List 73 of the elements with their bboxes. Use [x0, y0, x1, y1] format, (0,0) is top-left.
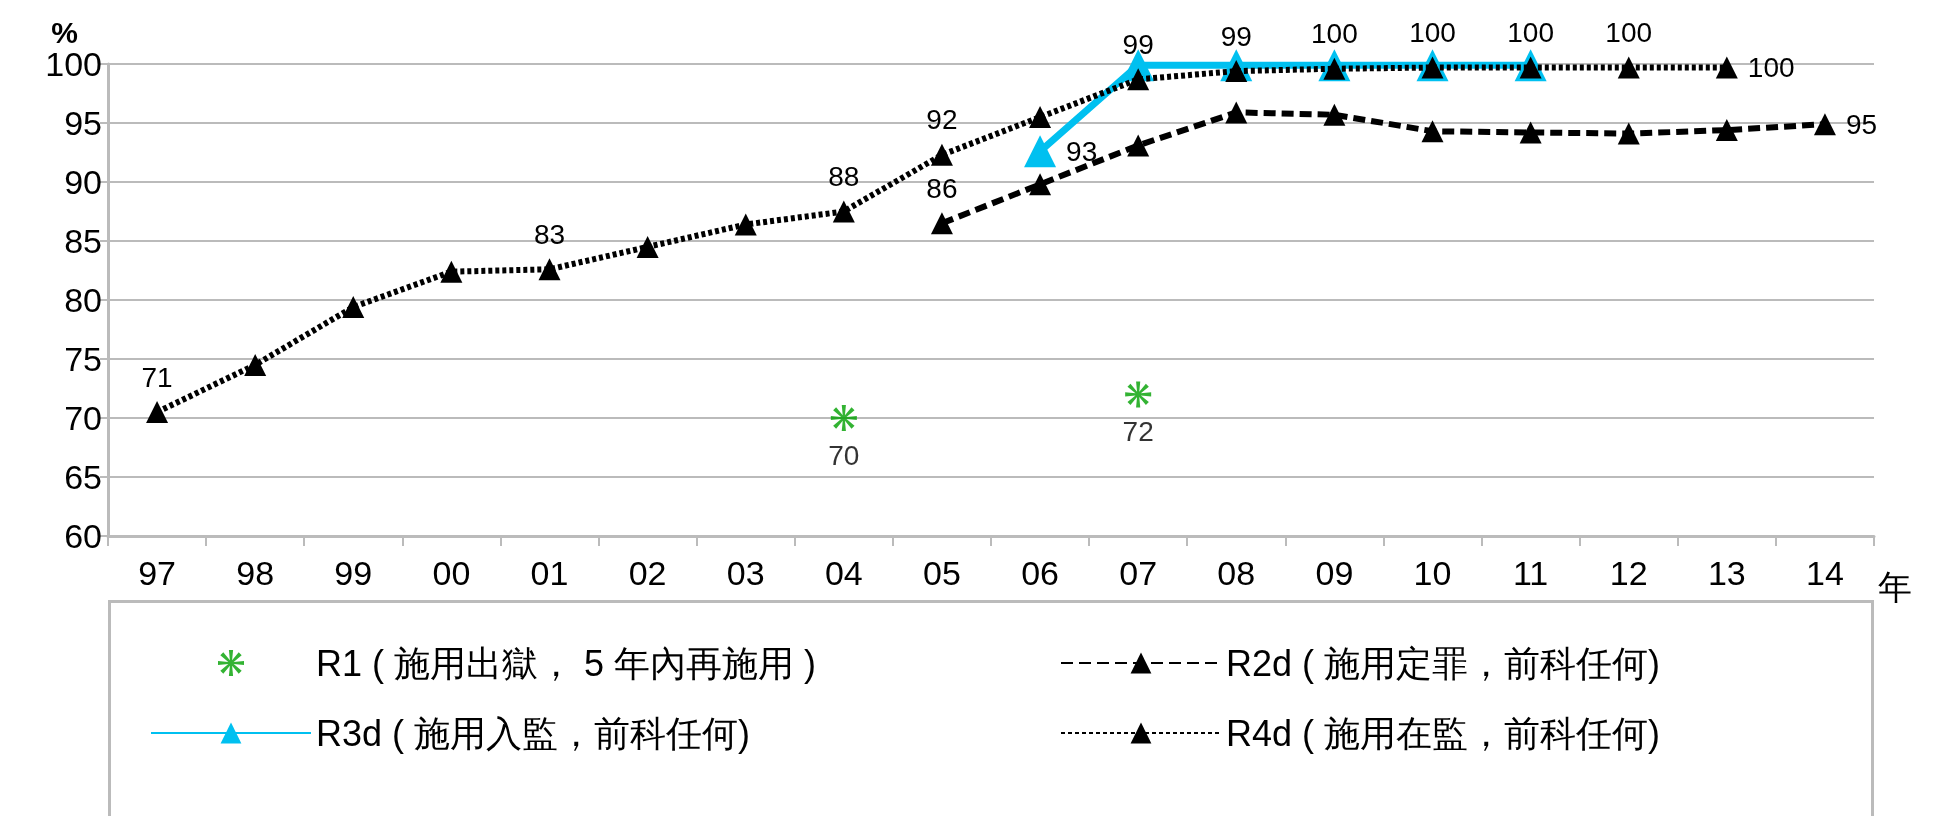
- point: [538, 258, 561, 281]
- point: [1024, 135, 1057, 168]
- data-label: 99: [1122, 28, 1154, 60]
- point: [1715, 119, 1738, 142]
- x-tick-label: 08: [1217, 554, 1256, 592]
- y-tick-label: 65: [64, 458, 102, 496]
- x-tick-label: 02: [628, 554, 667, 592]
- x-tick-label: 12: [1609, 554, 1648, 592]
- data-label: 70: [828, 439, 860, 471]
- data-label: 100: [1507, 17, 1554, 49]
- data-label: 100: [1747, 52, 1795, 84]
- data-label: 100: [1409, 17, 1456, 49]
- point: [1127, 68, 1150, 91]
- point: [1323, 103, 1346, 126]
- x-tick-label: 11: [1512, 554, 1549, 592]
- data-label: 100: [1311, 18, 1358, 50]
- data-label: 99: [1220, 20, 1252, 52]
- point: [1519, 121, 1542, 144]
- data-label: 71: [141, 361, 173, 393]
- y-tick-label: 85: [64, 222, 102, 260]
- point: [440, 260, 463, 283]
- data-label: 86: [926, 172, 958, 204]
- y-tick-label: 70: [64, 399, 102, 437]
- point: [1029, 173, 1052, 196]
- y-tick-label: 80: [64, 281, 102, 319]
- data-label: 83: [533, 218, 566, 250]
- x-tick-label: 00: [432, 554, 471, 592]
- point: [1127, 134, 1150, 157]
- x-tick-label: 04: [824, 554, 863, 592]
- point: [342, 296, 365, 319]
- x-axis-title: 年: [1878, 568, 1912, 606]
- x-tick-label: 97: [138, 554, 176, 592]
- x-tick-label: 05: [923, 554, 961, 592]
- x-tick-label: 03: [726, 554, 765, 592]
- point: [1421, 120, 1444, 143]
- y-tick-label: 95: [64, 104, 102, 142]
- point: [1125, 381, 1152, 408]
- point: [1617, 122, 1640, 145]
- point: [1617, 56, 1640, 79]
- point: [1029, 106, 1052, 129]
- x-tick-label: 13: [1707, 554, 1746, 592]
- x-tick-label: 06: [1021, 554, 1059, 592]
- point: [244, 353, 267, 376]
- point: [930, 143, 953, 166]
- x-tick-label: 99: [334, 554, 373, 592]
- data-label: 72: [1122, 415, 1154, 447]
- point: [1225, 101, 1248, 124]
- point: [930, 212, 953, 235]
- legend-label: R2d ( 施用定罪，前科任何): [1226, 642, 1661, 684]
- legend-label: R3d ( 施用入監，前科任何): [316, 712, 751, 754]
- x-tick-label: 98: [236, 554, 275, 592]
- x-tick-label: 07: [1119, 554, 1158, 592]
- data-label: 95: [1845, 108, 1878, 140]
- legend-label: R4d ( 施用在監，前科任何): [1226, 712, 1661, 754]
- point: [832, 200, 855, 223]
- data-label: 88: [828, 161, 860, 192]
- x-tick-label: 01: [530, 554, 569, 592]
- y-tick-label: 75: [64, 340, 102, 378]
- data-label: 92: [926, 104, 958, 136]
- point: [146, 401, 169, 424]
- y-tick-label: 90: [64, 163, 102, 201]
- data-label: 93: [1066, 135, 1098, 167]
- x-tick-label: 14: [1806, 554, 1844, 592]
- x-tick-label: 09: [1315, 554, 1354, 592]
- point: [636, 235, 659, 258]
- legend-label: R1 ( 施用出獄， 5 年內再施用 ): [316, 642, 817, 684]
- x-tick-label: 10: [1413, 554, 1452, 592]
- y-tick-label: 60: [64, 517, 102, 555]
- point: [830, 405, 857, 431]
- data-label: 100: [1605, 17, 1653, 49]
- point: [1715, 56, 1738, 79]
- point: [734, 213, 757, 236]
- point: [1813, 113, 1836, 136]
